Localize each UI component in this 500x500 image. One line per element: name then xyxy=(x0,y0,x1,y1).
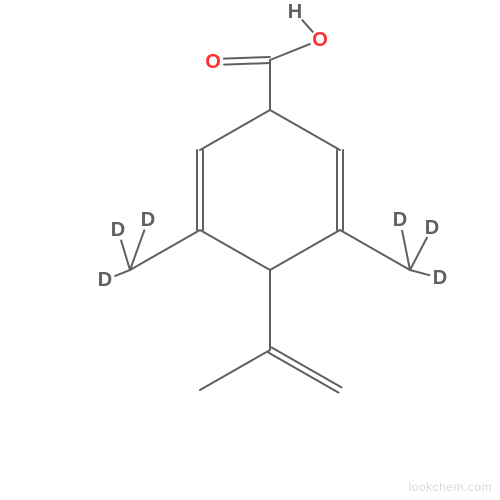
bond-line xyxy=(270,110,340,150)
molecule-diagram: OOHDDDDDD xyxy=(0,0,500,500)
bond-line xyxy=(270,230,340,270)
atom-label-d: D xyxy=(425,217,439,239)
bond-line xyxy=(200,110,270,150)
bond-line xyxy=(200,230,270,270)
bond-line xyxy=(121,241,130,270)
atom-label-d: D xyxy=(98,269,112,291)
bond-line xyxy=(200,350,270,390)
atom-label-d: D xyxy=(393,209,407,231)
bond-line xyxy=(410,238,427,270)
bond-line xyxy=(224,63,270,65)
atom-label-o: O xyxy=(312,29,328,51)
bond-line xyxy=(271,347,341,387)
bond-line xyxy=(410,270,429,275)
bond-line xyxy=(402,231,410,270)
bond-line xyxy=(224,57,270,59)
atom-label-h: H xyxy=(288,1,302,23)
bond-line xyxy=(302,20,312,32)
bond-line xyxy=(115,270,130,276)
watermark-text: lookchem.com xyxy=(409,480,492,494)
bond-line xyxy=(269,353,339,393)
atom-label-d: D xyxy=(141,209,155,231)
atom-label-d: D xyxy=(111,219,125,241)
bond-line xyxy=(340,230,410,270)
bond-line xyxy=(130,230,200,270)
atom-label-d: D xyxy=(433,267,447,289)
figure-stage: OOHDDDDDD lookchem.com xyxy=(0,0,500,500)
bond-line xyxy=(270,44,310,60)
atom-label-o: O xyxy=(205,51,221,73)
